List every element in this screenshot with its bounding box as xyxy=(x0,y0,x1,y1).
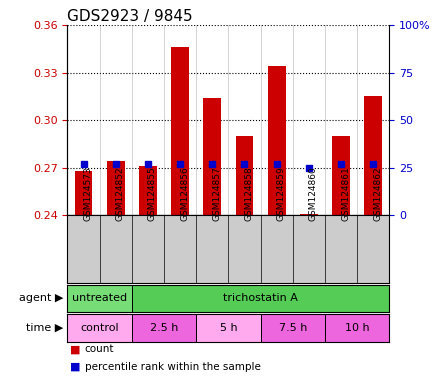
Text: 2.5 h: 2.5 h xyxy=(149,323,178,333)
Text: GSM124852: GSM124852 xyxy=(115,166,125,221)
Text: ■: ■ xyxy=(69,344,80,354)
Text: time ▶: time ▶ xyxy=(26,323,63,333)
Bar xyxy=(332,136,349,215)
Bar xyxy=(67,314,132,342)
Bar xyxy=(196,314,260,342)
Text: GSM124860: GSM124860 xyxy=(308,166,317,221)
Text: 7.5 h: 7.5 h xyxy=(278,323,306,333)
Text: control: control xyxy=(80,323,118,333)
Text: percentile rank within the sample: percentile rank within the sample xyxy=(85,362,260,372)
Text: GSM124862: GSM124862 xyxy=(372,166,381,221)
Text: GDS2923 / 9845: GDS2923 / 9845 xyxy=(67,9,193,24)
Bar xyxy=(107,161,124,215)
Bar xyxy=(324,314,388,342)
Bar xyxy=(132,285,388,312)
Bar xyxy=(139,166,156,215)
Bar xyxy=(299,214,317,215)
Bar xyxy=(171,47,188,215)
Bar xyxy=(132,314,196,342)
Text: GSM124573: GSM124573 xyxy=(83,166,92,221)
Text: 5 h: 5 h xyxy=(219,323,237,333)
Bar xyxy=(203,98,220,215)
Text: untreated: untreated xyxy=(72,293,127,303)
Text: GSM124857: GSM124857 xyxy=(212,166,221,221)
Bar xyxy=(260,314,324,342)
Text: GSM124856: GSM124856 xyxy=(180,166,189,221)
Text: count: count xyxy=(85,344,114,354)
Text: GSM124855: GSM124855 xyxy=(148,166,157,221)
Bar xyxy=(67,285,132,312)
Bar xyxy=(235,136,253,215)
Bar xyxy=(75,171,92,215)
Text: GSM124858: GSM124858 xyxy=(244,166,253,221)
Text: trichostatin A: trichostatin A xyxy=(223,293,297,303)
Bar xyxy=(364,96,381,215)
Text: 10 h: 10 h xyxy=(344,323,368,333)
Bar xyxy=(267,66,285,215)
Text: GSM124861: GSM124861 xyxy=(340,166,349,221)
Text: ■: ■ xyxy=(69,362,80,372)
Text: agent ▶: agent ▶ xyxy=(19,293,63,303)
Text: GSM124859: GSM124859 xyxy=(276,166,285,221)
